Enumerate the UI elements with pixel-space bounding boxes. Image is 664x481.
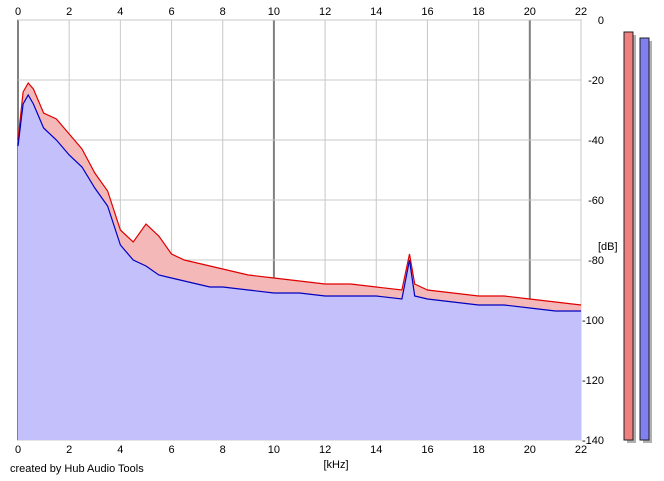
x-tick-label-bottom: 0 xyxy=(15,444,21,456)
x-tick-label-bottom: 20 xyxy=(524,444,536,456)
x-tick-label-bottom: 6 xyxy=(168,444,174,456)
x-tick-label-top: 12 xyxy=(319,6,331,18)
x-tick-label-top: 10 xyxy=(268,6,280,18)
level-meter-1 xyxy=(623,31,634,441)
y-tick-label: -100 xyxy=(582,315,604,327)
x-tick-label-bottom: 14 xyxy=(370,444,382,456)
series-lines xyxy=(17,81,582,312)
credit-text: created by Hub Audio Tools xyxy=(10,463,144,475)
y-tick-label: -120 xyxy=(582,375,604,387)
x-tick-label-top: 20 xyxy=(524,6,536,18)
x-tick-label-top: 14 xyxy=(370,6,382,18)
x-tick-label-top: 6 xyxy=(168,6,174,18)
y-tick-labels: 0 -20 -40 -60 -80 -100 -120 -140 xyxy=(582,15,604,447)
level-meters xyxy=(623,31,652,443)
x-tick-labels-bottom: 0 2 4 6 8 10 12 14 16 18 20 22 xyxy=(15,444,587,456)
x-tick-label-top: 16 xyxy=(421,6,433,18)
x-tick-label-bottom: 22 xyxy=(575,444,587,456)
x-tick-label-bottom: 4 xyxy=(117,444,123,456)
x-tick-label-bottom: 16 xyxy=(421,444,433,456)
x-tick-label-bottom: 10 xyxy=(268,444,280,456)
x-tick-label-bottom: 18 xyxy=(473,444,485,456)
x-tick-label-top: 8 xyxy=(220,6,226,18)
y-tick-label: 0 xyxy=(598,15,604,27)
y-tick-label: -80 xyxy=(588,255,604,267)
series-line-2 xyxy=(17,93,581,312)
x-tick-label-bottom: 2 xyxy=(66,444,72,456)
x-tick-label-bottom: 8 xyxy=(220,444,226,456)
x-axis-label: [kHz] xyxy=(323,459,348,471)
x-tick-label-bottom: 12 xyxy=(319,444,331,456)
y-tick-label: -40 xyxy=(588,135,604,147)
x-tick-label-top: 4 xyxy=(117,6,123,18)
level-meter-2 xyxy=(639,37,650,441)
x-tick-label-top: 2 xyxy=(66,6,72,18)
y-axis-label: [dB] xyxy=(598,241,618,253)
x-tick-label-top: 22 xyxy=(575,6,587,18)
series-area-2 xyxy=(18,95,581,440)
y-tick-label: -140 xyxy=(582,435,604,447)
x-tick-labels-top: 0 2 4 6 8 10 12 14 16 18 20 22 xyxy=(15,6,587,18)
y-tick-label: -20 xyxy=(588,75,604,87)
y-tick-label: -60 xyxy=(588,195,604,207)
series-line-1 xyxy=(17,81,582,306)
x-tick-label-top: 0 xyxy=(15,6,21,18)
x-tick-label-top: 18 xyxy=(473,6,485,18)
series-areas xyxy=(18,83,581,440)
